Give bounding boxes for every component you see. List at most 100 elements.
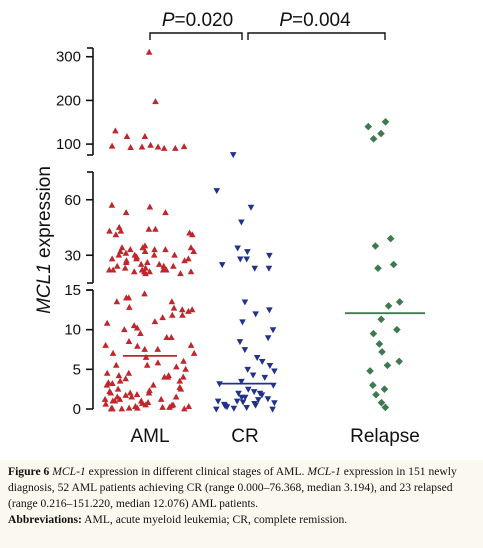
data-point-cr bbox=[212, 406, 220, 413]
data-point-cr bbox=[241, 347, 249, 354]
data-point-aml bbox=[122, 259, 130, 266]
data-point-cr bbox=[236, 339, 244, 346]
data-point-aml bbox=[133, 255, 140, 262]
data-point-relapse bbox=[384, 302, 393, 310]
data-point-cr bbox=[244, 366, 252, 373]
data-point-aml bbox=[142, 264, 149, 271]
data-point-aml bbox=[171, 251, 178, 258]
data-point-aml bbox=[170, 262, 177, 269]
data-point-relapse bbox=[371, 242, 380, 250]
data-point-cr bbox=[269, 406, 276, 413]
data-point-relapse bbox=[369, 381, 377, 389]
data-point-aml bbox=[115, 372, 123, 379]
data-point-relapse bbox=[383, 361, 392, 370]
data-point-aml bbox=[188, 306, 196, 313]
x-tick-label: AML bbox=[130, 426, 169, 447]
data-point-aml bbox=[179, 311, 186, 318]
data-point-cr bbox=[255, 397, 262, 404]
data-point-aml bbox=[154, 359, 162, 366]
data-point-aml bbox=[134, 404, 141, 411]
data-point-aml bbox=[103, 381, 111, 388]
data-point-aml bbox=[101, 395, 109, 402]
data-point-relapse bbox=[364, 122, 373, 131]
p-value-label: P=0.020 bbox=[162, 10, 233, 31]
data-point-aml bbox=[105, 266, 113, 273]
data-point-aml bbox=[150, 381, 157, 388]
data-point-aml bbox=[106, 227, 113, 234]
y-tick-label: 300 bbox=[56, 49, 81, 66]
x-tick-label: CR bbox=[231, 426, 258, 447]
data-point-cr bbox=[223, 404, 231, 411]
data-point-aml bbox=[111, 397, 119, 404]
data-point-aml bbox=[112, 231, 120, 238]
data-point-cr bbox=[261, 374, 269, 381]
data-point-aml bbox=[121, 326, 128, 333]
data-point-relapse bbox=[377, 315, 386, 324]
data-point-aml bbox=[123, 133, 131, 140]
data-point-relapse bbox=[381, 118, 390, 126]
data-point-aml bbox=[125, 404, 133, 411]
data-point-aml bbox=[134, 342, 141, 349]
data-point-aml bbox=[108, 201, 116, 208]
data-point-cr bbox=[239, 399, 247, 406]
data-point-aml bbox=[177, 270, 184, 277]
data-point-cr bbox=[264, 335, 272, 342]
data-point-cr bbox=[244, 249, 251, 256]
y-axis-label: MCL1 expression bbox=[34, 166, 55, 314]
data-point-cr bbox=[239, 319, 246, 326]
data-point-aml bbox=[185, 307, 192, 314]
data-point-cr bbox=[243, 256, 250, 263]
data-point-cr bbox=[247, 204, 255, 211]
data-point-aml bbox=[126, 389, 134, 396]
abbreviations-text: AML, acute myeloid leukemia; CR, complet… bbox=[81, 513, 348, 526]
data-point-aml bbox=[122, 249, 130, 256]
figure-label: Figure 6 bbox=[8, 465, 50, 478]
data-point-aml bbox=[116, 377, 124, 384]
data-point-aml bbox=[137, 260, 145, 267]
data-point-aml bbox=[154, 345, 162, 352]
data-point-cr bbox=[266, 362, 274, 369]
significance-bracket bbox=[149, 32, 243, 40]
data-point-aml bbox=[137, 330, 144, 337]
data-point-cr bbox=[258, 392, 266, 399]
data-point-relapse bbox=[393, 325, 401, 334]
abbreviations: Abbreviations: AML, acute myeloid leukem… bbox=[8, 512, 475, 528]
data-point-aml bbox=[185, 403, 193, 410]
data-point-aml bbox=[126, 303, 133, 310]
data-point-aml bbox=[130, 322, 138, 329]
data-point-relapse bbox=[380, 385, 389, 393]
data-point-cr bbox=[252, 311, 259, 318]
data-point-aml bbox=[159, 266, 167, 273]
data-point-relapse bbox=[372, 390, 380, 399]
data-point-cr bbox=[250, 389, 258, 396]
figure-gene-name: MCL-1 bbox=[52, 465, 86, 478]
data-point-aml bbox=[152, 225, 159, 232]
p-value-label: P=0.004 bbox=[279, 10, 351, 31]
data-point-aml bbox=[146, 203, 154, 210]
data-point-aml bbox=[145, 389, 153, 396]
data-point-cr bbox=[266, 252, 273, 259]
data-point-aml bbox=[181, 257, 188, 264]
data-point-aml bbox=[133, 391, 141, 398]
data-point-aml bbox=[126, 246, 134, 253]
data-point-aml bbox=[139, 244, 147, 251]
data-point-aml bbox=[172, 393, 180, 400]
data-point-aml bbox=[150, 251, 158, 258]
scatter-chart: 0 5 10 15 30 60 100 200 300 P=0.020 P=0.004 AML CR… bbox=[34, 10, 425, 447]
data-point-aml bbox=[159, 314, 166, 321]
data-point-aml bbox=[180, 357, 187, 364]
data-point-aml bbox=[190, 247, 198, 254]
abbreviations-label: Abbreviations: bbox=[8, 513, 82, 526]
y-tick-label: 200 bbox=[56, 92, 81, 109]
data-point-aml bbox=[163, 334, 171, 340]
data-point-aml bbox=[177, 385, 185, 392]
data-point-aml bbox=[112, 361, 120, 368]
data-point-cr bbox=[252, 402, 259, 409]
y-tick-label: 30 bbox=[64, 247, 81, 264]
data-point-aml bbox=[133, 324, 141, 331]
x-tick-label: Relapse bbox=[350, 426, 420, 447]
data-point-relapse bbox=[381, 403, 390, 412]
data-point-cr bbox=[271, 368, 278, 375]
data-point-cr bbox=[234, 245, 241, 252]
data-point-aml bbox=[143, 361, 151, 368]
